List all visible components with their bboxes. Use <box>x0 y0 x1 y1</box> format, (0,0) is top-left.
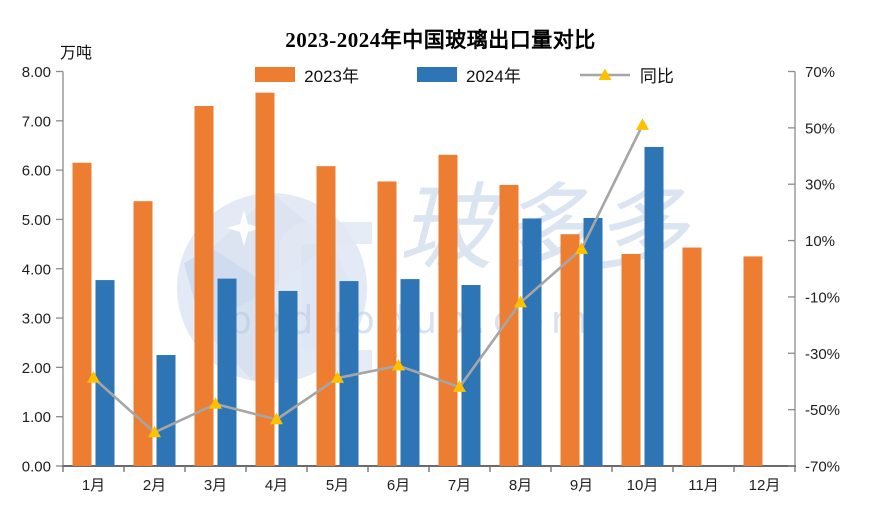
left-axis-label: 0.00 <box>22 459 51 476</box>
right-axis-label: 10% <box>805 233 835 250</box>
legend-item-yoy: 同比 <box>579 62 674 87</box>
right-axis-label: 70% <box>805 64 835 81</box>
x-axis-label: 10月 <box>627 477 659 494</box>
x-axis-label: 6月 <box>387 477 410 494</box>
yoy-marker-icon <box>514 295 527 308</box>
x-axis-label: 1月 <box>82 477 105 494</box>
left-axis-label: 7.00 <box>22 113 51 130</box>
x-axis-label: 7月 <box>448 477 471 494</box>
right-axis-label: 50% <box>805 120 835 137</box>
legend-item-2024: 2024年 <box>417 62 521 87</box>
left-axis-label: 5.00 <box>22 212 51 229</box>
legend-line-marker-icon <box>579 68 630 80</box>
bar-2023年-8月 <box>499 184 519 466</box>
right-axis-label: -70% <box>805 459 840 476</box>
bar-2024年-5月 <box>339 281 359 466</box>
yoy-marker-icon <box>453 380 466 392</box>
bar-2023年-10月 <box>621 253 641 466</box>
yoy-line <box>92 124 644 434</box>
bar-2023年-12月 <box>743 256 763 466</box>
left-axis-label: 2.00 <box>22 360 51 377</box>
right-axis-label: -30% <box>805 346 840 363</box>
left-axis-label: 8.00 <box>22 64 51 81</box>
x-axis-label: 11月 <box>688 477 719 494</box>
yoy-marker-icon <box>392 358 405 371</box>
bar-2023年-5月 <box>316 166 336 466</box>
bar-2023年-7月 <box>438 154 458 466</box>
right-axis-label: -10% <box>805 289 840 306</box>
yoy-marker-icon <box>87 371 100 383</box>
legend-label-yoy: 同比 <box>639 67 674 86</box>
bar-2024年-7月 <box>461 285 481 466</box>
yoy-marker-icon <box>148 425 161 438</box>
bar-2024年-9月 <box>583 217 603 466</box>
yoy-marker-icon <box>636 118 649 130</box>
bar-2023年-2月 <box>133 201 153 466</box>
right-axis-label: 30% <box>805 177 835 194</box>
bar-2024年-6月 <box>400 279 420 466</box>
yoy-marker-icon <box>331 371 344 383</box>
x-axis-label: 2月 <box>143 477 166 494</box>
yoy-marker-icon <box>575 242 588 254</box>
legend-item-2023: 2023年 <box>255 62 359 87</box>
bar-2024年-8月 <box>522 218 542 466</box>
bar-2023年-11月 <box>682 247 702 466</box>
bar-2023年-9月 <box>560 234 580 466</box>
bar-2024年-3月 <box>217 278 237 466</box>
bar-2023年-1月 <box>72 162 92 466</box>
x-axis-label: 4月 <box>265 477 288 494</box>
x-axis-label: 9月 <box>570 477 593 494</box>
legend-label-2024: 2024年 <box>466 67 521 86</box>
legend-swatch-2023 <box>255 67 296 82</box>
legend-swatch-2024 <box>417 67 457 82</box>
bar-2023年-6月 <box>377 181 397 467</box>
sparkle-icon <box>226 210 262 246</box>
bar-2024年-2月 <box>156 355 176 466</box>
x-axis-label: 3月 <box>204 477 227 494</box>
yoy-marker-icon <box>209 397 222 409</box>
bar-2024年-1月 <box>95 280 115 466</box>
x-axis-label: 12月 <box>749 477 781 494</box>
bar-2023年-4月 <box>255 92 275 466</box>
left-axis-label: 6.00 <box>22 163 51 180</box>
right-axis-label: -50% <box>805 402 840 419</box>
bar-2024年-4月 <box>278 290 298 466</box>
x-axis-label: 8月 <box>509 477 532 494</box>
legend: 2023年 2024年 同比 <box>24 62 881 87</box>
x-axis-label: 5月 <box>326 477 349 494</box>
left-axis-label: 1.00 <box>22 409 51 426</box>
left-axis-label: 4.00 <box>22 261 51 278</box>
chart-title: 2023-2024年中国玻璃出口量对比 <box>285 28 596 52</box>
yoy-marker-icon <box>270 412 283 425</box>
left-axis-unit-label: 万吨 <box>60 45 93 62</box>
left-axis-label: 3.00 <box>22 311 51 328</box>
bar-2023年-3月 <box>194 106 214 467</box>
bar-2024年-10月 <box>644 146 664 466</box>
legend-label-2023: 2023年 <box>304 67 359 86</box>
